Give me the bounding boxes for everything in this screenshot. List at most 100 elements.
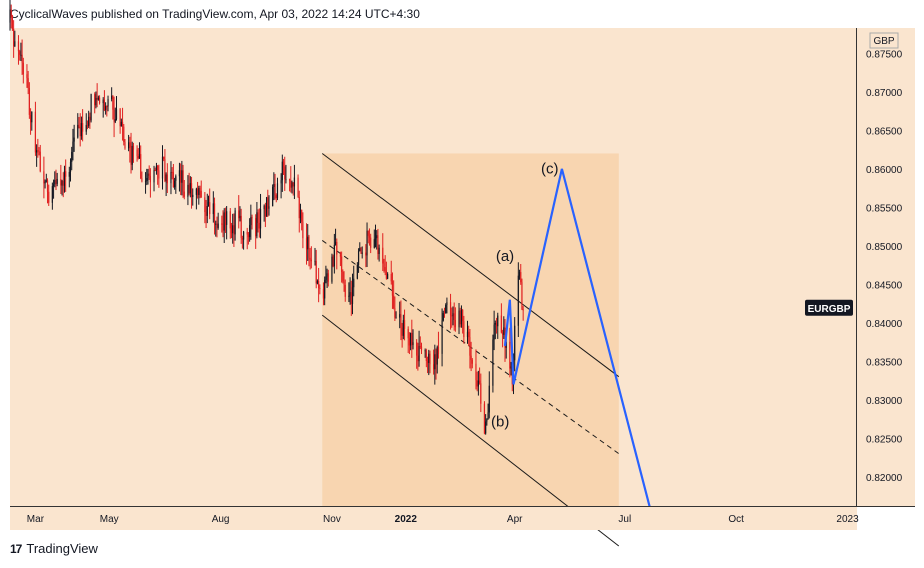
candle [410,332,412,351]
candle [301,209,303,231]
candle [217,212,219,230]
candle [96,83,98,108]
candle [136,145,138,162]
candle [483,401,486,435]
candle [60,164,62,195]
candle [77,113,79,139]
candle [429,350,431,374]
candle [56,172,58,187]
candle [171,167,173,180]
candle [121,107,124,141]
candle [487,403,489,420]
candle [22,57,24,84]
candle [172,163,174,188]
candle [454,307,456,332]
candle [85,113,87,135]
candle [408,332,410,355]
candle [471,358,473,369]
candle [377,228,379,260]
candle [71,146,73,171]
candle [52,179,55,199]
candle [424,348,426,358]
candle [28,82,30,119]
tradingview-logo-icon: 17 [10,541,22,556]
candle [436,345,438,374]
candle [158,164,160,188]
candle [356,262,358,280]
candle [288,178,291,192]
price-axis[interactable]: 0.87500 0.87000 0.86500 0.86000 0.85500 0.850… [805,28,915,506]
candle [31,111,33,131]
candle [140,145,142,180]
candle [120,118,122,127]
candle [383,258,385,273]
candle [315,249,317,289]
candle [332,254,334,268]
x-tick-label: 2023 [836,514,859,525]
candle [390,260,392,285]
candle [180,163,182,196]
candle [128,134,130,152]
candle [141,171,143,183]
candle [368,228,371,246]
candle [106,105,108,117]
candle [309,247,311,270]
candle [232,213,234,244]
candle [339,251,342,267]
candle [437,331,440,359]
candle [284,156,286,191]
candle [26,64,28,88]
candle [333,233,335,274]
candle [130,132,132,174]
time-axis[interactable]: Mar May Aug Nov 2022 Apr Jul Oct 2023 [10,506,915,530]
candle [155,162,158,175]
candle [146,168,148,186]
candle [428,349,430,376]
candle [68,166,70,188]
candle [521,278,523,311]
candle [267,189,269,217]
candle [480,373,482,413]
channel-upper-line [321,153,620,378]
candle [63,165,66,193]
candle [131,141,133,171]
candle [195,187,197,210]
candle [43,156,45,199]
candle [196,181,199,199]
candle [433,349,435,375]
candle [80,116,83,140]
y-tick-label: 0.86500 [866,126,903,137]
candle [46,178,49,204]
candle [458,302,460,335]
time-axis-background [10,506,857,530]
candle [275,193,277,203]
candle [497,312,499,339]
candle [72,128,74,161]
candle [263,204,265,222]
candle [182,164,184,198]
candle [230,222,233,239]
candle [342,269,344,284]
candle [420,342,423,355]
candle [305,223,308,265]
candle [216,216,218,238]
currency-label: GBP [873,36,894,47]
candle [365,244,367,268]
candle [90,93,92,123]
candle [336,238,338,270]
candle [188,172,190,196]
candle [445,303,447,314]
candle [224,207,227,233]
candle [378,244,380,262]
candle [361,246,363,259]
candle [441,308,443,367]
candle [268,195,270,216]
candle [475,349,477,390]
candle [221,215,223,233]
candle [79,113,81,147]
candle [314,247,316,266]
candle [103,90,106,112]
candle [123,123,125,146]
candle [324,276,326,306]
